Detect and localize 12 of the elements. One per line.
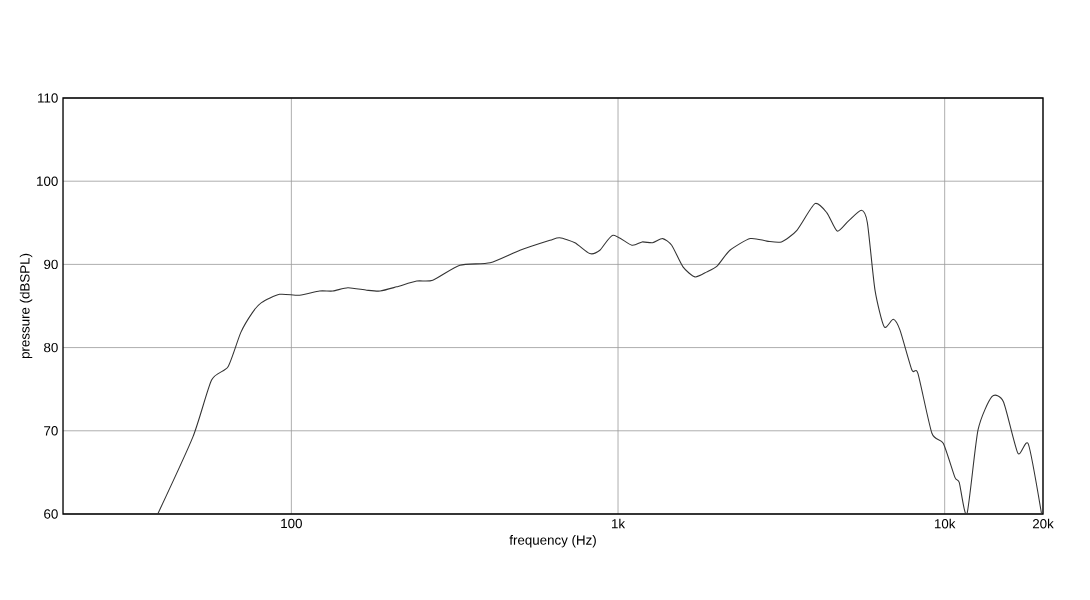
y-tick-label: 100: [37, 176, 58, 186]
y-tick-label: 70: [44, 426, 58, 436]
x-tick-label: 20k: [1032, 518, 1054, 529]
x-tick-label: 100: [281, 518, 302, 529]
y-tick-label: 110: [38, 93, 58, 103]
y-tick-label: 60: [44, 509, 58, 519]
x-tick-label: 1k: [612, 518, 626, 529]
y-tick-label: 80: [44, 342, 58, 353]
y-tick-label: 90: [44, 259, 58, 270]
x-axis-title: frequency (Hz): [509, 534, 596, 548]
y-axis-title: pressure (dBSPL): [19, 253, 33, 359]
x-tick-label: 10k: [934, 518, 956, 529]
